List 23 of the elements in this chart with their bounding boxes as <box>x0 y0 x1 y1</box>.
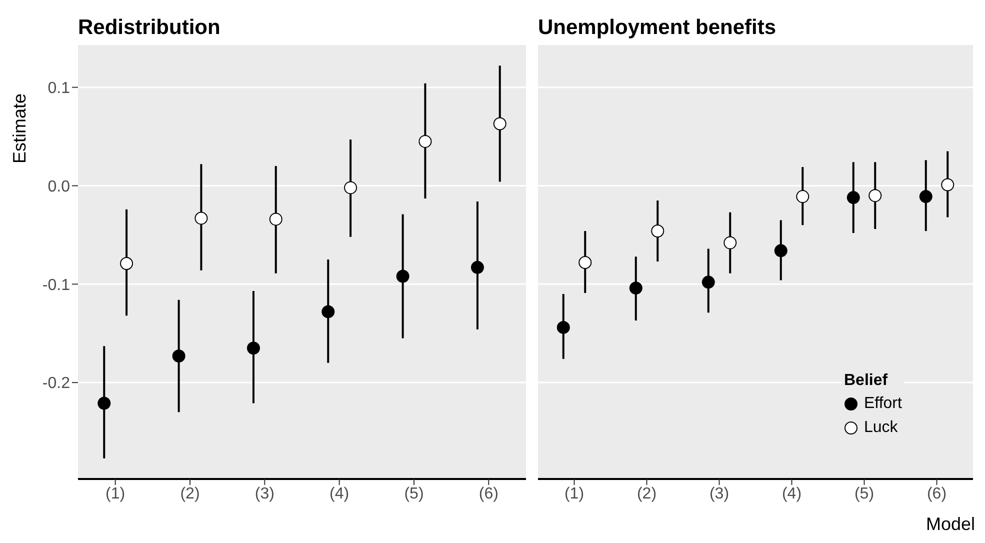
chart-title: Redistribution <box>78 16 220 40</box>
x-tick-label: (5) <box>854 485 874 502</box>
legend-label: Luck <box>864 419 898 437</box>
x-tick-label: (2) <box>636 485 657 502</box>
x-tick-label: (2) <box>180 485 200 502</box>
x-tick-label: (1) <box>106 485 126 502</box>
chart-title: Unemployment benefits <box>538 16 776 40</box>
y-axis-title: Estimate <box>10 92 30 164</box>
y-tick-label: 0.0 <box>48 178 70 196</box>
x-tick-label: (1) <box>564 485 584 502</box>
x-tick-label: (6) <box>478 485 498 502</box>
legend-label: Effort <box>864 395 902 413</box>
x-tick-label: (4) <box>330 485 350 502</box>
x-tick-label: (3) <box>254 485 274 502</box>
x-axis-title: Model <box>926 514 975 535</box>
y-tick-label: 0.1 <box>48 80 70 97</box>
x-tick-label: (4) <box>782 485 802 502</box>
x-tick-label: (6) <box>926 485 947 502</box>
legend-title: Belief <box>844 372 889 390</box>
y-tick-label: -0.2 <box>42 375 70 392</box>
y-tick-label: -0.1 <box>42 276 70 294</box>
x-tick-label: (5) <box>404 485 424 502</box>
x-tick-label: (3) <box>709 485 730 502</box>
